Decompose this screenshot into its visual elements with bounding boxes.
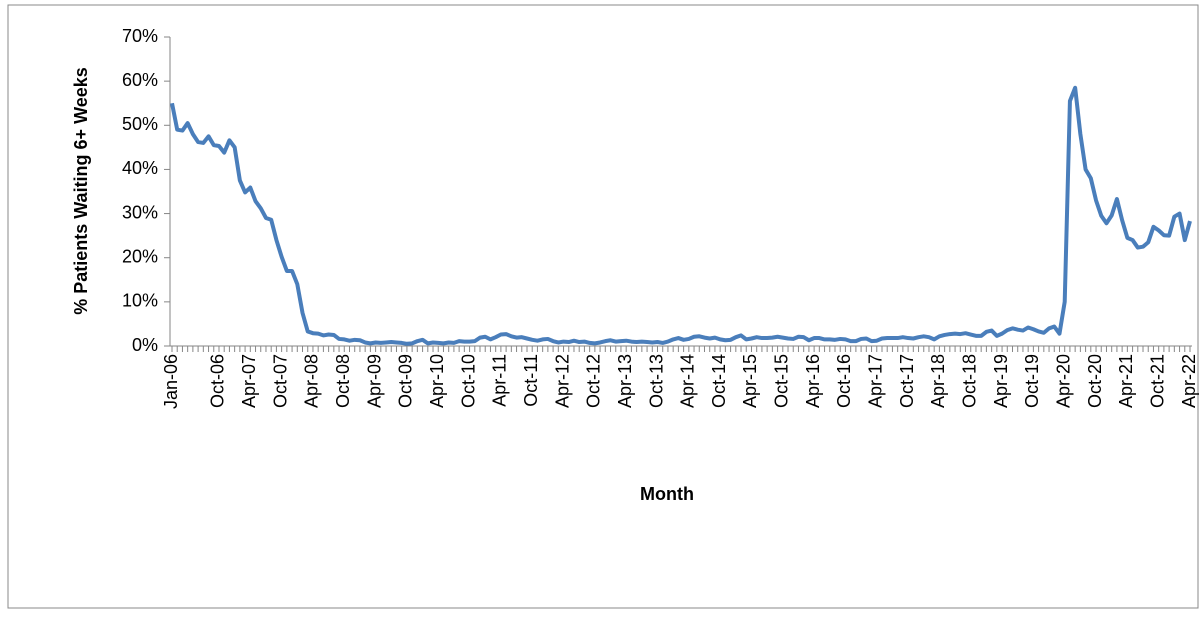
x-tick-label: Apr-12 [552,354,572,408]
x-tick-label: Apr-09 [364,354,384,408]
data-line [170,85,1192,346]
x-tick-label: Oct-12 [584,354,604,408]
y-tick-label: 20% [122,246,158,266]
x-tick-label: Oct-20 [1085,354,1105,408]
x-tick-label: Oct-14 [709,354,729,408]
x-tick-label: Apr-22 [1179,354,1199,408]
x-axis-title: Month [640,484,694,504]
y-tick-label: 30% [122,202,158,222]
chart-border [7,4,1199,609]
x-tick-label: Oct-08 [333,354,353,408]
x-tick-label: Apr-13 [615,354,635,408]
x-tick-label: Apr-18 [928,354,948,408]
y-axis-title: % Patients Waiting 6+ Weeks [71,67,91,315]
x-tick-label: Apr-14 [678,354,698,408]
x-tick-label: Apr-15 [740,354,760,408]
x-tick-label: Oct-21 [1147,354,1167,408]
x-tick-label: Apr-16 [803,354,823,408]
y-tick-label: 50% [122,114,158,134]
x-tick-label: Oct-06 [208,354,228,408]
y-tick-label: 40% [122,158,158,178]
x-tick-label: Apr-21 [1116,354,1136,408]
y-tick-label: 10% [122,291,158,311]
x-tick-label: Apr-07 [239,354,259,408]
x-tick-label: Oct-16 [834,354,854,408]
y-tick-label: 70% [122,26,158,46]
x-tick-label: Oct-18 [959,354,979,408]
x-tick-label: Oct-07 [270,354,290,408]
x-tick-label: Oct-10 [458,354,478,408]
y-tick-label: 60% [122,70,158,90]
y-tick-label: 0% [132,335,158,355]
x-tick-label: Apr-19 [991,354,1011,408]
x-tick-label: Jan-06 [161,354,181,409]
x-tick-label: Oct-15 [772,354,792,408]
x-tick-label: Apr-20 [1053,354,1073,408]
x-tick-label: Apr-11 [490,354,510,407]
x-tick-label: Oct-09 [396,354,416,408]
x-tick-label: Oct-13 [646,354,666,408]
x-tick-label: Apr-10 [427,354,447,408]
x-tick-label: Apr-17 [866,354,886,408]
x-tick-label: Oct-19 [1022,354,1042,408]
x-tick-label: Apr-08 [302,354,322,408]
x-tick-label: Oct-11 [521,354,541,407]
x-tick-label: Oct-17 [897,354,917,408]
